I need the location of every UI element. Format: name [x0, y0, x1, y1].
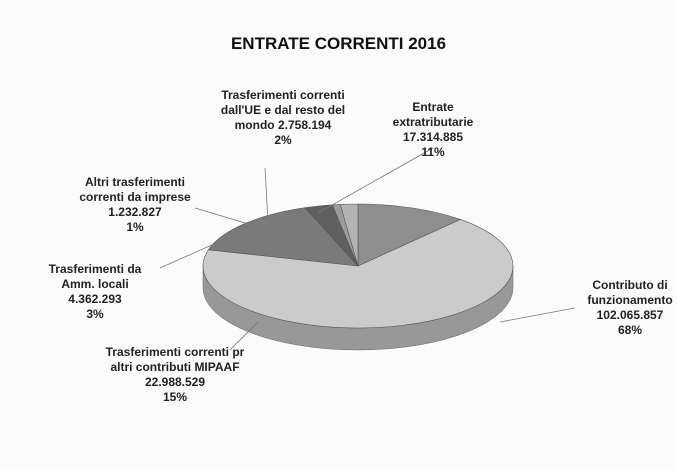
label-value: 2.758.194: [277, 118, 332, 132]
data-label: Trasferimenti correnti pr altri contribu…: [105, 345, 245, 405]
label-name: Trasferimenti da Amm. locali: [48, 262, 142, 291]
label-name: Altri trasferimenti correnti da imprese: [79, 175, 191, 204]
label-value: 1.232.827: [108, 205, 162, 219]
leader-line: [499, 307, 576, 323]
data-label: Altri trasferimenti correnti da imprese …: [63, 175, 208, 235]
label-name: Trasferimenti correnti dall'UE e dal res…: [220, 88, 346, 132]
data-label: Contributo di funzionamento 102.065.857 6…: [575, 278, 677, 338]
label-name: Contributo di funzionamento: [587, 278, 673, 307]
label-percent: 3%: [86, 307, 104, 321]
label-value: 4.362.293: [68, 292, 122, 306]
label-value: 22.988.529: [144, 375, 206, 389]
leader-line: [264, 167, 269, 223]
leader-line: [194, 207, 263, 229]
label-percent: 11%: [421, 145, 445, 159]
label-percent: 68%: [617, 323, 643, 337]
label-name: Trasferimenti correnti pr altri contribu…: [105, 345, 245, 374]
slice: [207, 207, 359, 267]
slice: [202, 219, 514, 329]
leader-line: [317, 147, 434, 214]
leader-line: [229, 321, 259, 351]
label-value: 17.314.885: [402, 130, 464, 144]
label-percent: 2%: [274, 133, 292, 147]
data-label: Trasferimenti da Amm. locali 4.362.293 3%: [40, 262, 150, 322]
data-label: Trasferimenti correnti dall'UE e dal res…: [213, 88, 353, 148]
leader-line: [159, 235, 233, 269]
data-label: Entrate extratributarie 17.314.885 11%: [378, 100, 488, 160]
label-name: Entrate extratributarie: [392, 100, 474, 129]
chart-title: ENTRATE CORRENTI 2016: [230, 34, 447, 53]
slice: [339, 203, 359, 267]
slice: [357, 203, 462, 267]
label-value: 102.065.857: [596, 308, 664, 322]
label-percent: 1%: [126, 220, 144, 234]
label-percent: 15%: [162, 390, 188, 404]
